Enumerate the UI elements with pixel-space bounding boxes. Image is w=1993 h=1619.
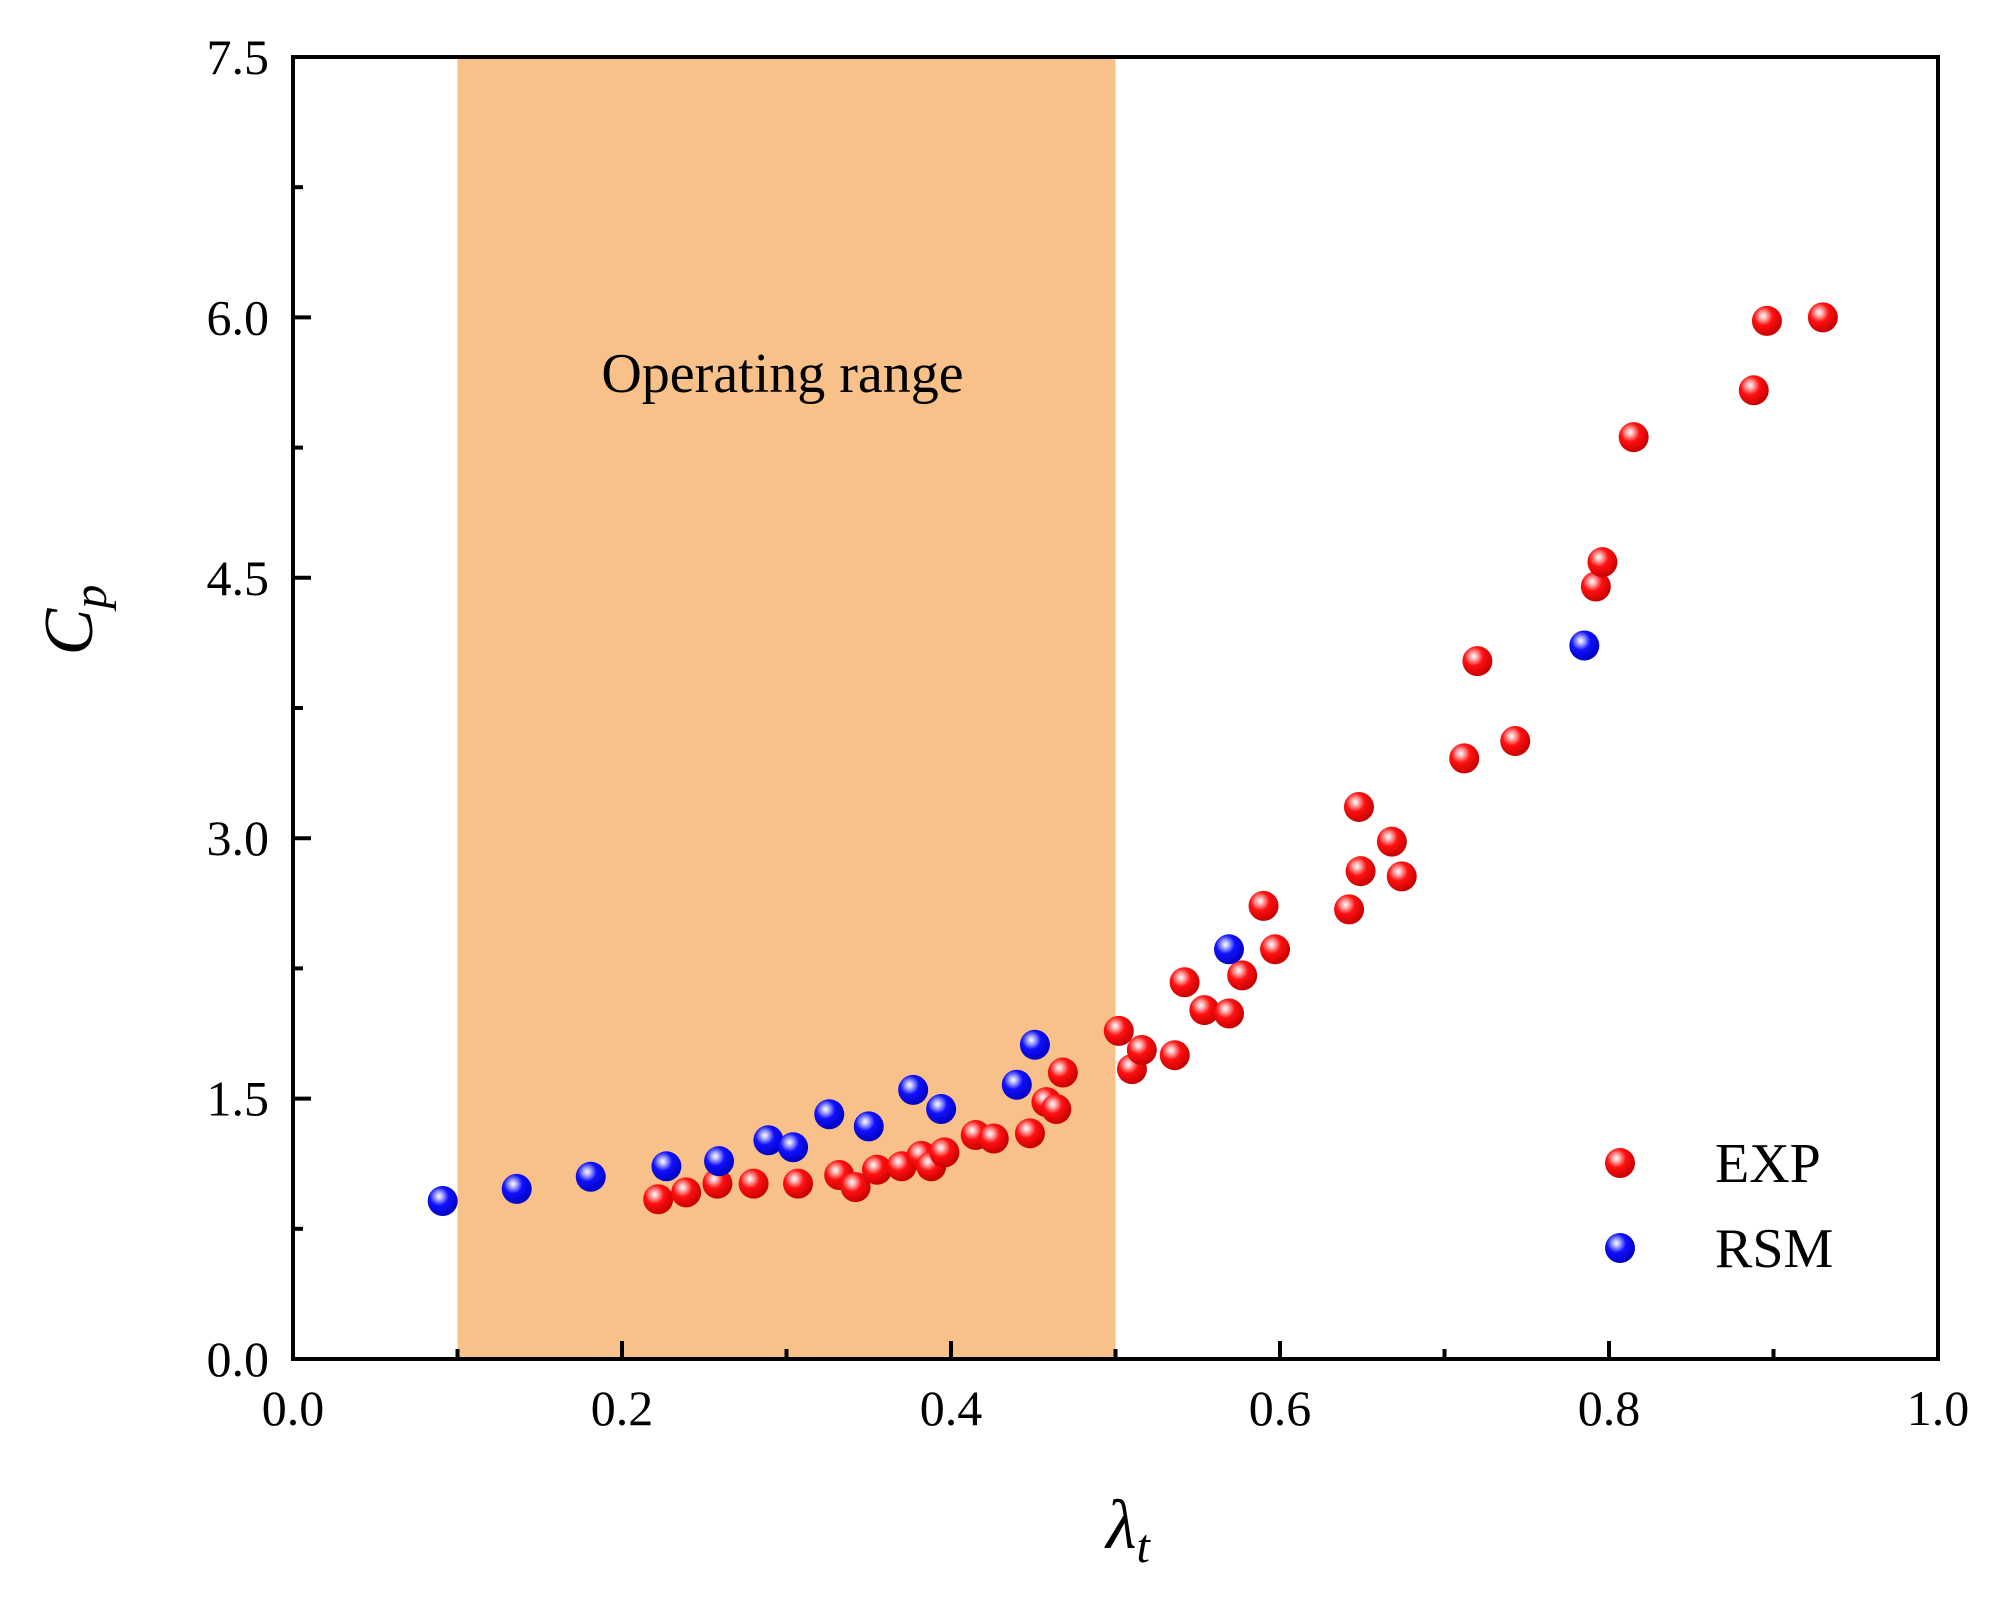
legend-marker-exp <box>1605 1148 1635 1178</box>
x-tick-label: 0.8 <box>1578 1380 1641 1436</box>
point-rsm <box>651 1151 682 1182</box>
legend-label-rsm: RSM <box>1715 1218 1833 1280</box>
point-exp <box>929 1137 960 1168</box>
point-exp <box>1227 960 1258 991</box>
point-rsm <box>778 1132 809 1163</box>
legend: EXP RSM <box>1605 1133 1833 1280</box>
point-exp <box>1126 1034 1157 1065</box>
point-exp <box>1343 791 1374 822</box>
point-exp <box>643 1184 674 1215</box>
y-tick-label: 6.0 <box>207 289 270 345</box>
x-axis: 0.0 0.2 0.4 0.6 0.8 1.0 <box>262 1341 1970 1436</box>
point-exp <box>1738 375 1769 406</box>
point-rsm <box>814 1099 845 1130</box>
point-rsm <box>704 1146 735 1177</box>
x-axis-title-main: λ <box>1104 1487 1136 1564</box>
point-exp <box>1587 547 1618 578</box>
point-rsm <box>1001 1069 1032 1100</box>
y-tick-label: 7.5 <box>207 29 270 85</box>
point-exp <box>861 1154 892 1185</box>
x-tick-label: 0.6 <box>1249 1380 1312 1436</box>
point-exp <box>1449 743 1480 774</box>
point-rsm <box>853 1111 884 1142</box>
data-points <box>427 302 1838 1217</box>
point-exp <box>1345 856 1376 887</box>
y-axis-title: Cp <box>31 585 117 656</box>
y-tick-label: 4.5 <box>207 550 270 606</box>
x-tick-label: 0.2 <box>591 1380 654 1436</box>
point-exp <box>1376 826 1407 857</box>
legend-marker-rsm <box>1605 1233 1635 1263</box>
point-exp <box>1580 571 1611 602</box>
y-axis-title-subscript: p <box>64 585 117 612</box>
y-axis: 0.0 1.5 3.0 4.5 6.0 7.5 <box>207 29 311 1387</box>
point-exp <box>1189 995 1220 1026</box>
y-tick-label: 0.0 <box>207 1331 270 1387</box>
x-tick-label: 0.0 <box>262 1380 325 1436</box>
point-exp <box>1260 934 1291 965</box>
legend-label-exp: EXP <box>1715 1133 1821 1195</box>
point-exp <box>702 1168 733 1199</box>
x-tick-label: 0.4 <box>920 1380 983 1436</box>
point-rsm <box>926 1094 957 1125</box>
point-rsm <box>575 1161 606 1192</box>
point-rsm <box>753 1125 784 1156</box>
point-exp <box>1807 302 1838 333</box>
point-exp <box>1618 422 1649 453</box>
point-exp <box>1103 1015 1134 1046</box>
point-exp <box>840 1172 871 1203</box>
operating-range-band <box>457 57 1116 1359</box>
point-exp <box>978 1123 1009 1154</box>
point-exp <box>1214 998 1245 1029</box>
x-axis-title-subscript: t <box>1136 1520 1151 1573</box>
x-axis-title: λt <box>1104 1487 1151 1573</box>
point-exp <box>1500 725 1531 756</box>
y-tick-label: 1.5 <box>207 1071 270 1127</box>
operating-range-label: Operating range <box>601 343 963 405</box>
point-exp <box>1041 1094 1072 1125</box>
y-axis-title-main: C <box>31 607 108 655</box>
point-rsm <box>1214 934 1245 965</box>
y-tick-label: 3.0 <box>207 810 270 866</box>
point-rsm <box>501 1173 532 1204</box>
point-exp <box>1386 861 1417 892</box>
point-exp <box>1047 1057 1078 1088</box>
point-rsm <box>427 1186 458 1217</box>
point-exp <box>1751 305 1782 336</box>
point-rsm <box>1019 1029 1050 1060</box>
point-exp <box>1014 1118 1045 1149</box>
point-exp <box>1462 646 1493 677</box>
x-tick-label: 1.0 <box>1907 1380 1970 1436</box>
point-exp <box>1248 890 1279 921</box>
point-exp <box>783 1168 814 1199</box>
point-exp <box>1169 967 1200 998</box>
point-exp <box>1159 1040 1190 1071</box>
point-exp <box>671 1177 702 1208</box>
point-rsm <box>1569 630 1600 661</box>
point-rsm <box>898 1074 929 1105</box>
point-exp <box>1334 894 1365 925</box>
point-exp <box>738 1168 769 1199</box>
